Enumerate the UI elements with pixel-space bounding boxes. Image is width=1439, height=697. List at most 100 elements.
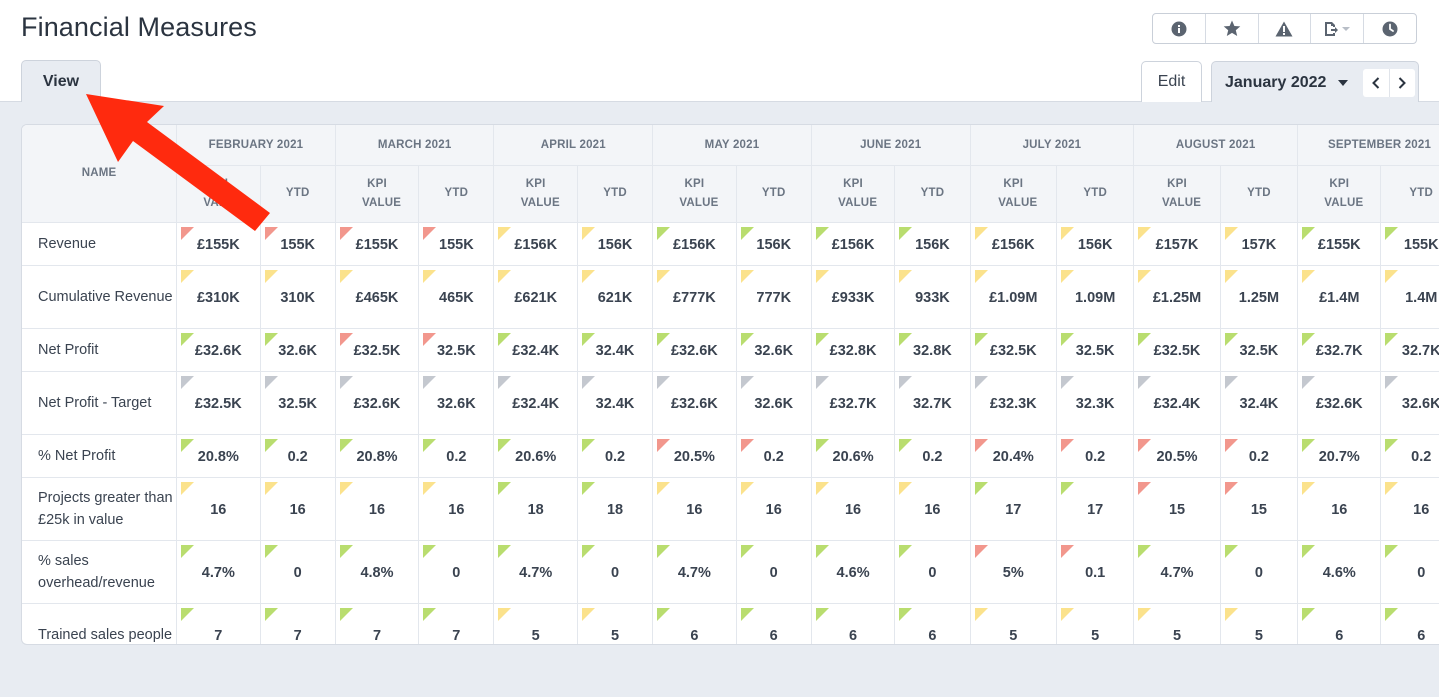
kpi-value-cell[interactable]: 5	[969, 603, 1058, 644]
kpi-value-cell[interactable]: £310K	[176, 265, 261, 329]
ytd-value-cell[interactable]: 16	[736, 477, 812, 541]
kpi-value-cell[interactable]: 16	[334, 477, 420, 541]
ytd-value-cell[interactable]: 0.2	[577, 434, 654, 478]
kpi-value-cell[interactable]: 15	[1133, 477, 1221, 541]
kpi-value-cell[interactable]: 4.7%	[176, 540, 261, 604]
period-label[interactable]: January 2022	[1225, 74, 1327, 91]
ytd-value-cell[interactable]: 32.4K	[577, 371, 654, 435]
kpi-value-cell[interactable]: £32.3K	[969, 371, 1058, 435]
ytd-value-cell[interactable]: 0.1	[1056, 540, 1135, 604]
ytd-value-cell[interactable]: 32.4K	[577, 328, 654, 372]
kpi-value-cell[interactable]: £32.8K	[810, 328, 896, 372]
ytd-value-cell[interactable]: 0	[1220, 540, 1299, 604]
kpi-value-cell[interactable]: £155K	[1297, 222, 1382, 266]
ytd-value-cell[interactable]: 32.5K	[418, 328, 495, 372]
ytd-value-cell[interactable]: 32.7K	[1380, 328, 1439, 372]
ytd-value-cell[interactable]: 5	[1220, 603, 1299, 644]
ytd-value-cell[interactable]: 155K	[260, 222, 336, 266]
ytd-value-cell[interactable]: 5	[1056, 603, 1135, 644]
kpi-value-cell[interactable]: £156K	[810, 222, 896, 266]
ytd-value-cell[interactable]: 933K	[894, 265, 971, 329]
kpi-value-cell[interactable]: £777K	[652, 265, 737, 329]
ytd-value-cell[interactable]: 1.4M	[1380, 265, 1439, 329]
kpi-value-cell[interactable]: £1.25M	[1133, 265, 1221, 329]
kpi-value-cell[interactable]: 5%	[969, 540, 1058, 604]
tab-edit[interactable]: Edit	[1141, 61, 1202, 102]
kpi-value-cell[interactable]: £155K	[334, 222, 420, 266]
ytd-value-cell[interactable]: 156K	[577, 222, 654, 266]
kpi-value-cell[interactable]: 6	[652, 603, 737, 644]
ytd-value-cell[interactable]: 1.09M	[1056, 265, 1135, 329]
ytd-value-cell[interactable]: 32.6K	[736, 328, 812, 372]
kpi-value-cell[interactable]: 4.6%	[810, 540, 896, 604]
kpi-value-cell[interactable]: £1.4M	[1297, 265, 1382, 329]
ytd-value-cell[interactable]: 5	[577, 603, 654, 644]
measure-name[interactable]: Projects greater than £25k in value	[22, 477, 178, 541]
ytd-value-cell[interactable]: 0.2	[260, 434, 336, 478]
kpi-value-cell[interactable]: £157K	[1133, 222, 1221, 266]
ytd-value-cell[interactable]: 0.2	[1220, 434, 1299, 478]
ytd-value-cell[interactable]: 0	[1380, 540, 1439, 604]
kpi-value-cell[interactable]: £32.5K	[1133, 328, 1221, 372]
measure-name[interactable]: % sales overhead/revenue	[22, 540, 178, 604]
ytd-value-cell[interactable]: 310K	[260, 265, 336, 329]
ytd-value-cell[interactable]: 32.4K	[1220, 371, 1299, 435]
kpi-value-cell[interactable]: 6	[1297, 603, 1382, 644]
ytd-value-cell[interactable]: 6	[894, 603, 971, 644]
measure-name[interactable]: Cumulative Revenue	[22, 265, 178, 329]
ytd-value-cell[interactable]: 32.5K	[260, 371, 336, 435]
ytd-value-cell[interactable]: 32.8K	[894, 328, 971, 372]
ytd-value-cell[interactable]: 156K	[894, 222, 971, 266]
kpi-value-cell[interactable]: 18	[493, 477, 578, 541]
kpi-value-cell[interactable]: 16	[652, 477, 737, 541]
kpi-value-cell[interactable]: 20.6%	[493, 434, 578, 478]
kpi-value-cell[interactable]: £32.6K	[334, 371, 420, 435]
info-button[interactable]	[1153, 14, 1206, 43]
ytd-value-cell[interactable]: 17	[1056, 477, 1135, 541]
ytd-value-cell[interactable]: 16	[418, 477, 495, 541]
kpi-value-cell[interactable]: 20.5%	[1133, 434, 1221, 478]
ytd-value-cell[interactable]: 0	[736, 540, 812, 604]
kpi-value-cell[interactable]: 4.7%	[652, 540, 737, 604]
ytd-value-cell[interactable]: 32.6K	[260, 328, 336, 372]
ytd-value-cell[interactable]: 32.5K	[1056, 328, 1135, 372]
ytd-value-cell[interactable]: 777K	[736, 265, 812, 329]
ytd-value-cell[interactable]: 0.2	[1056, 434, 1135, 478]
kpi-value-cell[interactable]: 20.4%	[969, 434, 1058, 478]
measure-name[interactable]: Revenue	[22, 222, 178, 266]
kpi-value-cell[interactable]: £465K	[334, 265, 420, 329]
kpi-value-cell[interactable]: £156K	[969, 222, 1058, 266]
ytd-value-cell[interactable]: 16	[894, 477, 971, 541]
ytd-value-cell[interactable]: 7	[260, 603, 336, 644]
kpi-value-cell[interactable]: £156K	[493, 222, 578, 266]
kpi-value-cell[interactable]: 16	[176, 477, 261, 541]
kpi-value-cell[interactable]: £32.7K	[1297, 328, 1382, 372]
kpi-value-cell[interactable]: £32.5K	[176, 371, 261, 435]
ytd-value-cell[interactable]: 0.2	[736, 434, 812, 478]
ytd-value-cell[interactable]: 0	[577, 540, 654, 604]
measure-name[interactable]: Trained sales people	[22, 603, 178, 644]
kpi-value-cell[interactable]: £32.6K	[1297, 371, 1382, 435]
next-period-button[interactable]	[1390, 69, 1416, 97]
kpi-value-cell[interactable]: £32.6K	[176, 328, 261, 372]
kpi-value-cell[interactable]: £32.6K	[652, 328, 737, 372]
ytd-value-cell[interactable]: 0	[418, 540, 495, 604]
kpi-value-cell[interactable]: 16	[1297, 477, 1382, 541]
ytd-value-cell[interactable]: 18	[577, 477, 654, 541]
ytd-value-cell[interactable]: 32.7K	[894, 371, 971, 435]
ytd-value-cell[interactable]: 155K	[418, 222, 495, 266]
ytd-value-cell[interactable]: 155K	[1380, 222, 1439, 266]
ytd-value-cell[interactable]: 0.2	[418, 434, 495, 478]
ytd-value-cell[interactable]: 16	[1380, 477, 1439, 541]
kpi-value-cell[interactable]: 4.8%	[334, 540, 420, 604]
kpi-value-cell[interactable]: £155K	[176, 222, 261, 266]
kpi-value-cell[interactable]: £32.6K	[652, 371, 737, 435]
kpi-value-cell[interactable]: £32.5K	[969, 328, 1058, 372]
kpi-value-cell[interactable]: 4.7%	[493, 540, 578, 604]
kpi-value-cell[interactable]: 17	[969, 477, 1058, 541]
ytd-value-cell[interactable]: 157K	[1220, 222, 1299, 266]
kpi-value-cell[interactable]: 20.8%	[334, 434, 420, 478]
kpi-value-cell[interactable]: £32.4K	[1133, 371, 1221, 435]
history-button[interactable]	[1364, 14, 1416, 43]
tab-view[interactable]: View	[21, 60, 101, 102]
